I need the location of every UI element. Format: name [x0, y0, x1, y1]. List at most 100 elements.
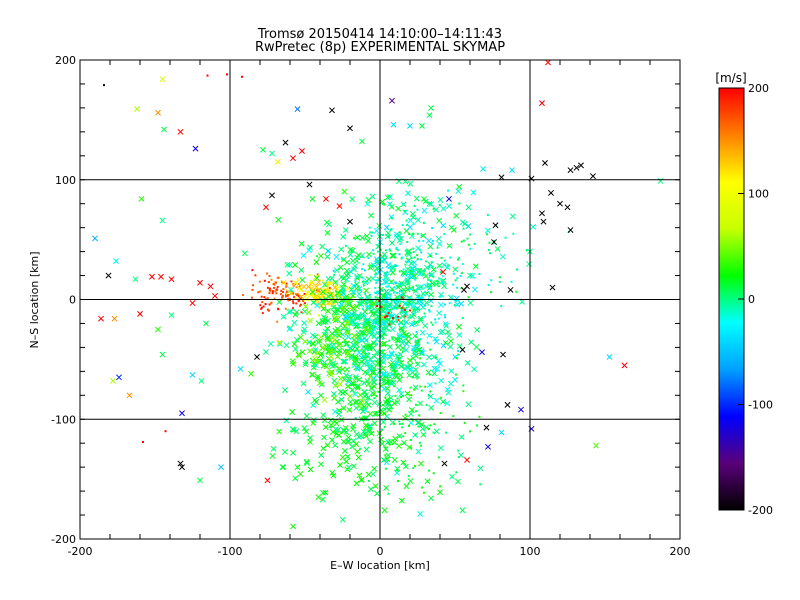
data-point-x-marker [366, 427, 373, 434]
data-point-x-marker [368, 385, 375, 392]
data-point-dot [317, 290, 320, 293]
data-point-dot [297, 282, 300, 285]
data-point-x-marker [334, 316, 341, 323]
data-point-x-marker [270, 445, 277, 452]
data-point-x-marker [292, 279, 299, 286]
data-point-x-marker [381, 251, 388, 258]
data-point-dot [402, 435, 405, 438]
data-point-dot [434, 318, 437, 321]
data-point-x-marker [425, 237, 432, 244]
data-point-x-marker [545, 60, 551, 66]
data-point-x-marker [359, 138, 365, 145]
data-point-x-marker [317, 253, 324, 259]
data-point-x-marker [332, 332, 338, 339]
data-point-x-marker [333, 315, 340, 322]
data-point-dot [387, 266, 390, 269]
data-point-x-marker [358, 477, 365, 483]
data-point-x-marker [314, 373, 321, 380]
data-point-dot [298, 285, 301, 288]
data-point-x-marker [329, 107, 335, 114]
chart-title: Tromsø 20150414 14:10:00–14:11:43 [257, 27, 503, 42]
data-point-x-marker [339, 516, 346, 523]
data-point-dot [429, 255, 432, 258]
data-point-x-marker [345, 378, 352, 385]
data-point-dot [409, 446, 412, 449]
data-point-x-marker [111, 315, 118, 322]
data-point-x-marker [348, 311, 355, 318]
data-point-dot [257, 291, 260, 294]
data-point-dot [394, 281, 397, 284]
data-point-dot [391, 289, 394, 292]
data-point-x-marker [428, 404, 435, 411]
data-point-dot [374, 326, 377, 329]
data-point-x-marker [365, 237, 372, 244]
data-point-dot [365, 305, 368, 308]
data-point-x-marker [321, 417, 328, 424]
data-point-x-marker [177, 460, 184, 467]
data-point-dot [379, 322, 382, 325]
data-point-x-marker [417, 460, 424, 467]
data-point-x-marker [331, 309, 338, 316]
data-point-x-marker [391, 400, 398, 407]
data-point-dot [410, 394, 413, 397]
data-point-dot [206, 74, 209, 77]
data-point-dot [434, 382, 437, 385]
data-point-dot [241, 75, 243, 78]
data-point-x-marker [381, 340, 388, 347]
data-point-dot [385, 272, 388, 275]
data-point-x-marker [384, 397, 391, 404]
data-point-dot [274, 289, 277, 292]
data-point-dot [426, 341, 429, 344]
data-point-x-marker [539, 100, 545, 107]
data-point-dot [303, 292, 306, 295]
data-point-x-marker [291, 341, 298, 347]
data-point-x-marker [419, 122, 425, 129]
data-point-dot [385, 307, 388, 310]
data-point-x-marker [345, 299, 352, 305]
data-point-x-marker [336, 365, 343, 372]
data-point-dot [385, 315, 388, 318]
data-point-dot [382, 337, 385, 340]
data-point-x-marker [470, 189, 477, 196]
data-point-x-marker [318, 452, 325, 459]
data-point-dot [443, 313, 446, 316]
data-point-x-marker [319, 496, 326, 503]
data-point-dot [370, 235, 373, 238]
data-point-x-marker [432, 335, 439, 342]
data-point-x-marker [380, 320, 387, 327]
data-point-x-marker [464, 359, 471, 366]
data-point-x-marker [458, 452, 464, 459]
data-point-dot [317, 295, 320, 298]
data-point-dot [476, 424, 479, 427]
data-point-dot [367, 479, 370, 482]
data-point-x-marker [359, 313, 366, 320]
x-tick-label: -200 [68, 545, 93, 558]
data-point-x-marker [471, 366, 478, 373]
data-point-x-marker [346, 406, 353, 413]
x-tick-label: 200 [670, 545, 691, 558]
data-point-x-marker [263, 204, 269, 211]
data-point-dot [361, 307, 364, 310]
data-point-dot [391, 317, 394, 320]
data-point-x-marker [353, 431, 360, 438]
data-point-x-marker [292, 311, 299, 318]
data-point-dot [504, 236, 507, 239]
data-point-dot [388, 323, 391, 326]
data-point-dot [412, 223, 415, 226]
data-point-dot [384, 249, 387, 252]
data-point-dot [392, 291, 395, 294]
data-point-dot [467, 243, 470, 246]
data-point-x-marker [396, 237, 403, 244]
data-point-dot [462, 390, 465, 393]
data-point-x-marker [320, 305, 327, 312]
data-point-dot [437, 317, 440, 320]
data-point-x-marker [321, 314, 327, 321]
data-point-x-marker [363, 422, 369, 429]
data-point-dot [417, 239, 420, 242]
data-point-dot [377, 331, 380, 334]
data-point-dot [356, 317, 359, 320]
data-point-dot [299, 303, 302, 306]
data-point-dot [493, 239, 496, 242]
axis-ticks: -200 -100 0 100 200 -200 -100 0 100 200 [51, 54, 690, 558]
data-point-x-marker [334, 326, 341, 332]
